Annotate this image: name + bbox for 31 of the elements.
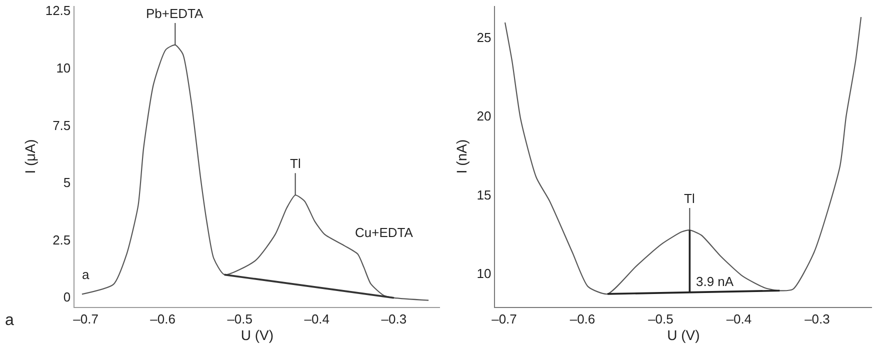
y-tick-label: 10 — [476, 266, 492, 282]
text: a — [5, 312, 14, 329]
x-axis-title: U (V) — [240, 326, 274, 343]
y-tick-label: 2.5 — [52, 232, 71, 248]
series-label: a — [82, 267, 90, 282]
annotation: Tl — [290, 156, 301, 171]
x-tick-label: –0.6 — [150, 312, 176, 327]
x-tick-label: –0.6 — [570, 312, 596, 327]
x-tick-label: –0.7 — [73, 312, 98, 327]
y-tick-label: 15 — [476, 187, 492, 202]
y-axis-title: I (μA) — [22, 139, 38, 174]
annotation: 3.9 nA — [696, 274, 734, 289]
y-axis-title: I (nA) — [453, 139, 470, 174]
y-tick-label: 10 — [56, 60, 71, 76]
x-tick-label: –0.3 — [804, 312, 830, 327]
annotation: Tl — [684, 191, 695, 206]
x-tick-label: –0.5 — [648, 312, 674, 327]
y-tick-label: 7.5 — [52, 118, 71, 133]
x-tick-label: –0.4 — [726, 312, 752, 327]
y-tick-label: 20 — [476, 108, 492, 124]
x-tick-label: –0.5 — [227, 312, 253, 327]
annotation: Pb+EDTA — [146, 6, 204, 21]
y-tick-label: 0 — [63, 290, 71, 305]
annotation: Cu+EDTA — [355, 225, 414, 240]
y-tick-label: 5 — [63, 175, 71, 190]
x-tick-label: –0.4 — [304, 312, 330, 327]
y-tick-label: 25 — [476, 30, 492, 46]
x-tick-label: –0.7 — [492, 312, 517, 327]
y-tick-label: 12.5 — [45, 3, 71, 18]
x-tick-label: –0.3 — [381, 312, 407, 327]
x-axis-title: U (V) — [667, 326, 700, 343]
